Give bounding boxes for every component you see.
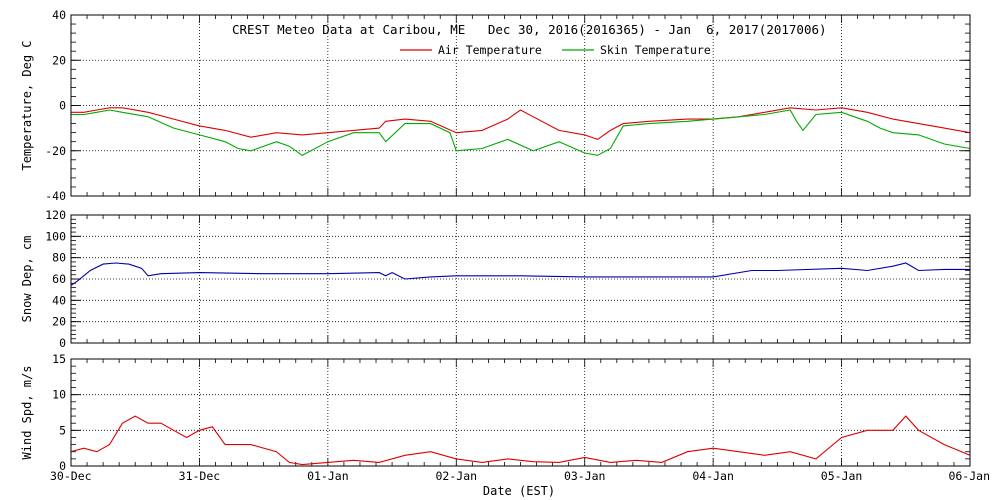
y-axis-label: Temperature, Deg C — [20, 40, 34, 170]
series-line-snow — [70, 262, 970, 286]
series-line-skin — [71, 109, 971, 156]
x-tick-label: 01-Jan — [307, 469, 349, 483]
y-tick-label: 40 — [52, 293, 66, 307]
y-tick-label: 5 — [59, 423, 66, 437]
chart-title: CREST Meteo Data at Caribou, ME Dec 30, … — [232, 22, 827, 37]
y-tick-label: -40 — [45, 189, 66, 203]
snow-depth-panel: 0 20 40 60 80 100 120 Snow Dep, cm — [20, 208, 971, 350]
y-tick-label: 20 — [52, 315, 66, 329]
wind-speed-panel: 0 5 10 15 Wind Spd, m/s — [20, 352, 971, 473]
y-tick-label: 0 — [59, 99, 66, 113]
x-tick-label: 06-Jan — [948, 469, 990, 483]
x-tick-label: 31-Dec — [179, 469, 221, 483]
plot-frame — [70, 358, 971, 467]
legend-skin-label: Skin Temperature — [600, 43, 711, 57]
y-tick-label: 80 — [52, 251, 66, 265]
y-tick-label: 15 — [52, 352, 66, 366]
legend: Air Temperature Skin Temperature — [400, 43, 711, 57]
x-axis-label: Date (EST) — [483, 484, 555, 498]
y-tick-label: 60 — [52, 272, 66, 286]
y-tick-label: 0 — [59, 336, 66, 350]
legend-air-label: Air Temperature — [438, 43, 542, 57]
x-tick-label: 03-Jan — [564, 469, 606, 483]
y-tick-label: 10 — [52, 388, 66, 402]
plot-frame — [70, 14, 971, 197]
y-tick-label: -20 — [45, 144, 66, 158]
y-tick-label: 20 — [52, 53, 66, 67]
y-axis-label: Wind Spd, m/s — [20, 366, 34, 460]
x-tick-label: 04-Jan — [692, 469, 734, 483]
y-tick-label: 0 — [59, 459, 66, 473]
plot-frame — [70, 214, 971, 344]
y-axis-label: Snow Dep, cm — [20, 236, 34, 323]
x-tick-label: 02-Jan — [436, 469, 478, 483]
y-tick-label: 100 — [45, 229, 66, 243]
series-line-air — [71, 107, 971, 141]
series-line-wind — [70, 415, 971, 466]
x-tick-label: 30-Dec — [50, 469, 92, 483]
x-tick-label: 05-Jan — [821, 469, 863, 483]
y-tick-label: 40 — [52, 8, 66, 22]
temperature-panel: -40 -20 0 20 40 Temperature, Deg C — [20, 8, 971, 203]
y-tick-label: 120 — [45, 208, 66, 222]
